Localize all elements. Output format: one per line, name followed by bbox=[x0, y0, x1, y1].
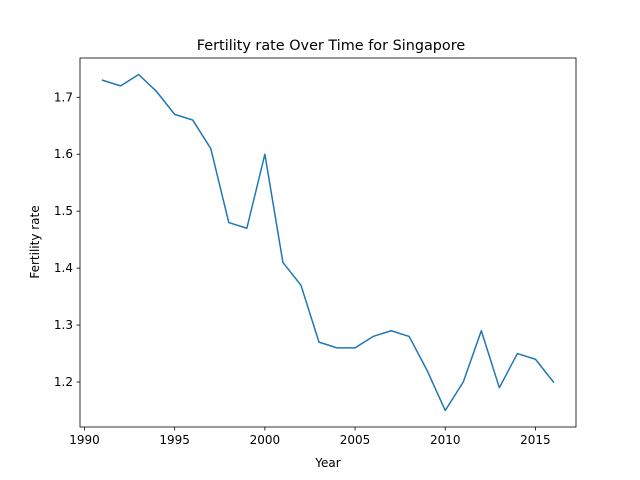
data-point bbox=[173, 113, 176, 116]
data-point bbox=[119, 84, 122, 87]
data-point bbox=[191, 119, 194, 122]
axes-frame bbox=[79, 57, 577, 428]
data-point bbox=[281, 261, 284, 264]
data-point bbox=[516, 352, 519, 355]
x-tick-label: 2000 bbox=[250, 433, 281, 447]
data-point bbox=[137, 73, 140, 76]
data-point bbox=[408, 335, 411, 338]
data-point bbox=[480, 329, 483, 332]
y-axis: 1.2 1.3 1.4 1.5 1.6 1.7 bbox=[54, 90, 80, 389]
data-point bbox=[245, 227, 248, 230]
y-tick-label: 1.2 bbox=[54, 375, 73, 389]
data-point bbox=[299, 284, 302, 287]
y-tick-label: 1.7 bbox=[54, 90, 73, 104]
y-tick-label: 1.6 bbox=[54, 147, 73, 161]
data-point bbox=[263, 153, 266, 156]
y-axis-label: Fertility rate bbox=[28, 205, 42, 278]
data-point bbox=[317, 341, 320, 344]
x-tick-label: 2005 bbox=[340, 433, 371, 447]
x-tick-label: 2015 bbox=[520, 433, 551, 447]
x-tick-label: 1995 bbox=[159, 433, 190, 447]
y-tick-label: 1.5 bbox=[54, 204, 73, 218]
data-point bbox=[227, 221, 230, 224]
data-point bbox=[155, 90, 158, 93]
x-tick-label: 1990 bbox=[69, 433, 100, 447]
data-point bbox=[534, 358, 537, 361]
data-point bbox=[552, 381, 555, 384]
chart-title: Fertility rate Over Time for Singapore bbox=[197, 38, 466, 54]
data-point bbox=[372, 335, 375, 338]
y-tick-label: 1.4 bbox=[54, 261, 73, 275]
data-point bbox=[426, 369, 429, 372]
x-axis: 1990 1995 2000 2005 2010 2015 bbox=[69, 427, 551, 447]
series-line bbox=[101, 73, 555, 412]
y-tick-label: 1.3 bbox=[54, 318, 73, 332]
data-point bbox=[390, 329, 393, 332]
data-point bbox=[336, 346, 339, 349]
data-point bbox=[101, 79, 104, 82]
data-point bbox=[444, 409, 447, 412]
data-point bbox=[354, 346, 357, 349]
data-point bbox=[209, 147, 212, 150]
x-axis-label: Year bbox=[314, 456, 340, 470]
plot-area bbox=[79, 57, 577, 428]
x-tick-label: 2010 bbox=[430, 433, 461, 447]
data-point bbox=[462, 381, 465, 384]
data-point bbox=[498, 386, 501, 389]
